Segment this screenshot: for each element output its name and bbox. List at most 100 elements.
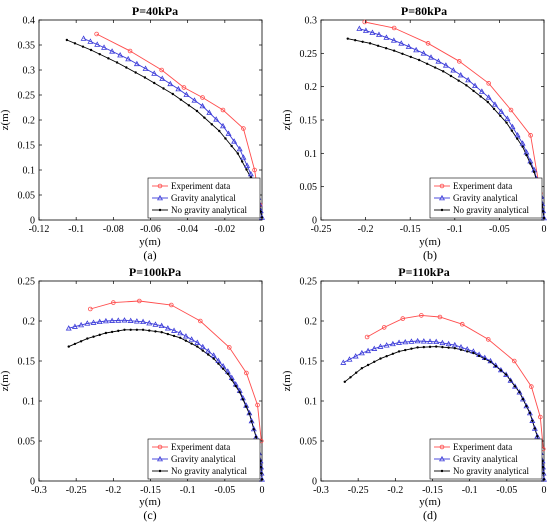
- data-point-exp: [381, 325, 387, 330]
- data-point-exp: [391, 25, 397, 31]
- legend-marker-grav: [439, 455, 445, 462]
- data-point-grav: [236, 145, 243, 152]
- data-point-grav: [225, 130, 232, 136]
- panel-caption: (d): [423, 508, 437, 522]
- data-point-nograv: [518, 391, 521, 394]
- data-point-exp: [419, 313, 424, 318]
- data-point-nograv: [67, 345, 70, 348]
- data-point-grav: [194, 339, 201, 345]
- legend-marker-exp: [439, 183, 445, 189]
- data-point-grav: [396, 339, 403, 345]
- data-point-nograv: [92, 335, 95, 338]
- data-point-nograv: [160, 331, 163, 334]
- data-point-exp: [400, 316, 406, 321]
- data-point-nograv: [153, 81, 156, 85]
- x-tick-label: -0.05: [489, 224, 510, 235]
- legend-label-exp: Experiment data: [453, 181, 512, 191]
- data-point-grav: [182, 333, 189, 339]
- x-tick-label: -0.05: [496, 485, 517, 496]
- legend-label-grav: Gravity analytical: [171, 193, 236, 203]
- data-point-nograv: [529, 162, 532, 165]
- x-tick-label: -0.12: [29, 224, 50, 235]
- data-point-grav: [87, 38, 94, 44]
- data-point-grav: [205, 348, 212, 354]
- data-point-nograv: [528, 411, 532, 415]
- data-point-grav: [78, 321, 85, 328]
- data-point-nograv: [187, 104, 191, 107]
- data-point-grav: [369, 29, 376, 35]
- x-tick-label: 0: [542, 224, 547, 235]
- data-point-nograv: [203, 116, 206, 119]
- data-point-exp: [362, 19, 368, 25]
- data-point-grav: [485, 94, 492, 100]
- data-point-nograv: [252, 428, 256, 431]
- data-point-grav: [199, 343, 206, 350]
- x-tick-label: -0.2: [105, 485, 121, 496]
- data-point-nograv: [73, 42, 77, 45]
- y-tick-label: 0.15: [300, 116, 318, 127]
- data-point-nograv: [492, 107, 496, 111]
- data-point-nograv: [201, 349, 204, 352]
- data-point-grav: [472, 82, 478, 89]
- data-point-nograv: [465, 350, 469, 353]
- data-point-nograv: [250, 420, 253, 423]
- data-point-grav: [164, 325, 171, 331]
- data-point-exp: [111, 300, 116, 305]
- data-point-grav: [346, 356, 353, 362]
- y-tick-label: 0.2: [23, 317, 36, 328]
- data-point-exp: [528, 133, 533, 138]
- data-point-nograv: [210, 123, 214, 126]
- data-point-exp: [537, 414, 543, 420]
- data-point-grav: [514, 131, 521, 138]
- y-tick-label: 0.15: [18, 357, 36, 368]
- data-point-nograv: [417, 58, 421, 62]
- data-point-nograv: [410, 347, 413, 350]
- legend-label-grav: Gravity analytical: [453, 454, 518, 464]
- data-point-grav: [151, 70, 158, 76]
- data-point-grav: [457, 71, 464, 78]
- data-point-exp: [87, 306, 93, 312]
- x-tick-label: -0.25: [311, 224, 332, 235]
- data-point-grav: [90, 319, 97, 325]
- data-point-grav: [420, 50, 427, 56]
- data-point-exp: [198, 318, 203, 324]
- y-tick-label: 0.3: [305, 16, 318, 27]
- legend-marker-nograv: [158, 469, 162, 473]
- data-point-exp: [437, 314, 443, 320]
- data-point-nograv: [212, 357, 215, 360]
- data-point-grav: [250, 425, 257, 432]
- data-point-grav: [491, 101, 498, 107]
- data-point-grav: [352, 353, 359, 359]
- data-point-grav: [65, 325, 72, 331]
- data-point-nograv: [397, 350, 401, 353]
- panel-title: P=40kPa: [132, 4, 178, 18]
- data-point-grav: [340, 359, 347, 365]
- y-tick-label: 0.4: [23, 16, 36, 27]
- data-point-nograv: [486, 100, 490, 104]
- data-point-nograv: [117, 329, 120, 333]
- data-point-exp: [169, 302, 174, 308]
- data-point-nograv: [379, 357, 382, 360]
- data-point-nograv: [422, 345, 426, 349]
- data-point-nograv: [143, 76, 147, 79]
- data-point-grav: [413, 46, 420, 53]
- data-point-nograv: [354, 371, 358, 374]
- y-tick-label: 0: [312, 477, 317, 488]
- data-point-nograv: [224, 137, 227, 140]
- data-point-nograv: [457, 79, 460, 82]
- data-point-grav: [171, 327, 178, 333]
- data-point-nograv: [525, 153, 528, 157]
- data-point-nograv: [65, 38, 69, 42]
- x-axis-label: y(m): [139, 236, 161, 248]
- data-point-exp: [220, 107, 226, 113]
- legend-label-nograv: No gravity analytical: [171, 205, 247, 215]
- data-point-grav: [509, 123, 516, 130]
- data-point-grav: [199, 102, 206, 109]
- data-point-exp: [456, 59, 462, 64]
- data-point-nograv: [425, 62, 429, 65]
- data-point-nograv: [81, 45, 85, 48]
- panel-d: P=110kPa -0.3 -0.25 -0.2 -0.15 -0.1 -0.05 0 0 0.…: [281, 265, 547, 522]
- data-point-grav: [206, 109, 213, 115]
- data-point-nograv: [416, 346, 419, 349]
- x-tick-label: -0.02: [214, 224, 235, 235]
